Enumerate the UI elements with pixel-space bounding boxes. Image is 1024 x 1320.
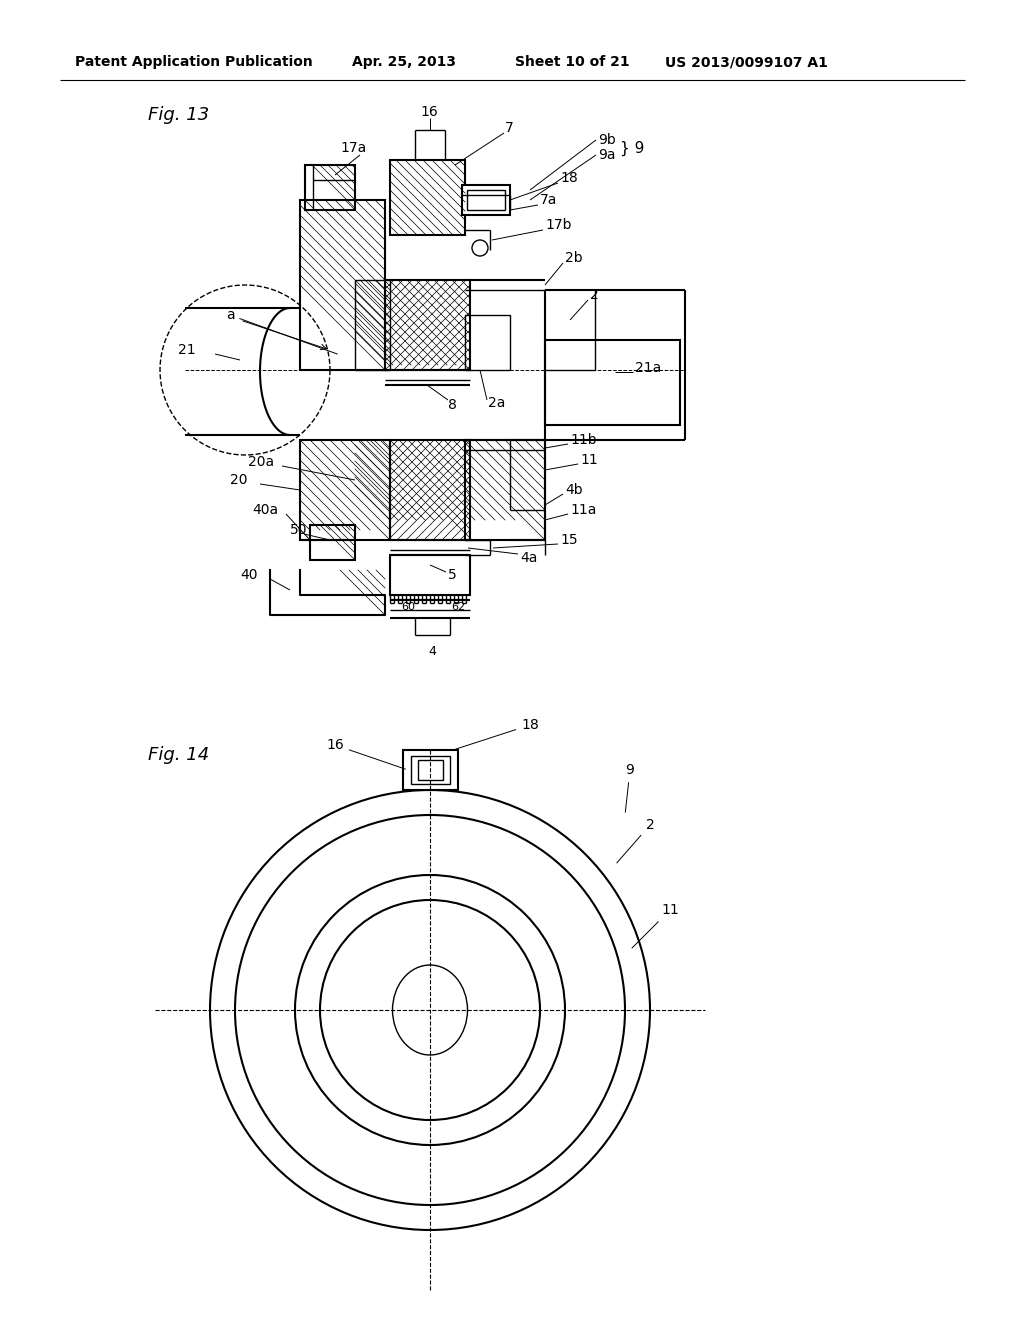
Text: Apr. 25, 2013: Apr. 25, 2013 <box>352 55 456 69</box>
Bar <box>300 201 385 370</box>
Text: 4: 4 <box>428 645 436 657</box>
Text: 60: 60 <box>401 602 415 612</box>
Text: 15: 15 <box>560 533 578 546</box>
Text: 8: 8 <box>449 399 457 412</box>
Text: 40a: 40a <box>252 503 279 517</box>
Text: Fig. 13: Fig. 13 <box>148 106 209 124</box>
Text: 20a: 20a <box>248 455 274 469</box>
Text: 2b: 2b <box>565 251 583 265</box>
Text: 7: 7 <box>505 121 514 135</box>
Text: 5: 5 <box>449 568 457 582</box>
Bar <box>411 756 450 784</box>
Bar <box>300 440 390 540</box>
Text: 2: 2 <box>590 288 599 302</box>
Text: 11b: 11b <box>570 433 597 447</box>
Text: a: a <box>225 308 337 354</box>
Text: 18: 18 <box>456 718 539 750</box>
Text: 9: 9 <box>626 763 635 812</box>
Bar <box>467 190 505 210</box>
Text: Patent Application Publication: Patent Application Publication <box>75 55 312 69</box>
Text: 40: 40 <box>240 568 257 582</box>
Text: 7a: 7a <box>540 193 557 207</box>
Bar <box>465 315 510 370</box>
Bar <box>390 160 465 235</box>
Text: 16: 16 <box>420 106 437 119</box>
Text: 17b: 17b <box>545 218 571 232</box>
Text: 4a: 4a <box>520 550 538 565</box>
Text: 11: 11 <box>580 453 598 467</box>
Bar <box>390 440 470 540</box>
Bar <box>305 165 355 210</box>
Text: 9b: 9b <box>598 133 615 147</box>
Bar <box>390 554 470 595</box>
Text: 17a: 17a <box>340 141 367 154</box>
Text: 11: 11 <box>632 903 679 948</box>
Text: 2a: 2a <box>488 396 506 411</box>
Bar <box>545 341 680 425</box>
Text: 20: 20 <box>230 473 248 487</box>
Text: 62: 62 <box>451 602 465 612</box>
Bar <box>355 280 390 370</box>
Text: 18: 18 <box>560 172 578 185</box>
Text: 50: 50 <box>290 523 307 537</box>
Text: } 9: } 9 <box>620 140 644 156</box>
Text: US 2013/0099107 A1: US 2013/0099107 A1 <box>665 55 827 69</box>
Text: 16: 16 <box>326 738 406 770</box>
Bar <box>403 750 458 789</box>
Text: Fig. 14: Fig. 14 <box>148 746 209 764</box>
Text: 21: 21 <box>178 343 196 356</box>
Bar <box>310 525 355 560</box>
Text: 9a: 9a <box>598 148 615 162</box>
Text: 21a: 21a <box>635 360 662 375</box>
Bar <box>465 440 545 540</box>
Bar <box>418 760 443 780</box>
Text: 4b: 4b <box>565 483 583 498</box>
Text: 2: 2 <box>616 818 654 863</box>
Bar <box>462 185 510 215</box>
Text: Sheet 10 of 21: Sheet 10 of 21 <box>515 55 630 69</box>
Bar <box>385 280 470 370</box>
Text: 11a: 11a <box>570 503 596 517</box>
